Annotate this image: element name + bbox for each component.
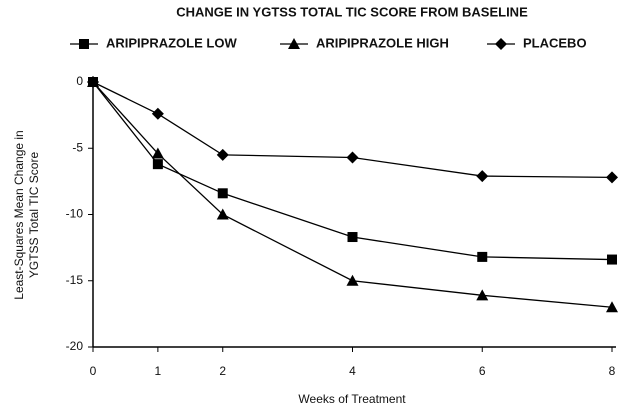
marker xyxy=(476,289,489,301)
x-tick-label: 6 xyxy=(479,364,486,378)
marker xyxy=(347,232,358,243)
marker xyxy=(346,151,359,164)
x-tick-label: 2 xyxy=(219,364,226,378)
marker xyxy=(87,76,99,88)
x-axis-label: Weeks of Treatment xyxy=(298,392,406,406)
marker xyxy=(346,274,359,286)
y-axis-label-line: YGTSS Total TIC Score xyxy=(27,152,41,279)
series-line xyxy=(92,81,613,179)
marker xyxy=(152,159,163,170)
marker xyxy=(151,147,164,159)
legend-marker xyxy=(79,39,89,49)
marker xyxy=(477,251,488,262)
marker xyxy=(216,208,229,220)
y-tick-label: -5 xyxy=(72,140,83,154)
series-line xyxy=(92,81,613,308)
y-tick-label: -15 xyxy=(66,273,84,287)
marker xyxy=(476,170,489,183)
x-tick-label: 4 xyxy=(349,364,356,378)
chart-title: CHANGE IN YGTSS TOTAL TIC SCORE FROM BAS… xyxy=(176,4,528,19)
marker xyxy=(216,148,229,161)
legend-marker xyxy=(495,38,507,50)
x-tick-label: 8 xyxy=(609,364,616,378)
legend-label: PLACEBO xyxy=(523,35,587,50)
y-axis-label-line: Least-Squares Mean Change in xyxy=(12,130,26,299)
x-tick-label: 1 xyxy=(155,364,162,378)
legend-label: ARIPIPRAZOLE LOW xyxy=(106,35,237,50)
legend-label: ARIPIPRAZOLE HIGH xyxy=(316,35,449,50)
legend-marker xyxy=(288,38,300,49)
series-line xyxy=(92,81,613,261)
marker xyxy=(217,188,228,199)
x-tick-label: 0 xyxy=(90,364,97,378)
marker xyxy=(606,301,618,313)
y-axis-label: Least-Squares Mean Change in YGTSS Total… xyxy=(12,130,41,299)
marker xyxy=(151,107,164,120)
marker xyxy=(607,254,617,265)
y-tick-label: -20 xyxy=(66,339,84,353)
y-tick-label: 0 xyxy=(76,74,83,88)
marker xyxy=(606,171,618,184)
y-tick-label: -10 xyxy=(66,207,84,221)
